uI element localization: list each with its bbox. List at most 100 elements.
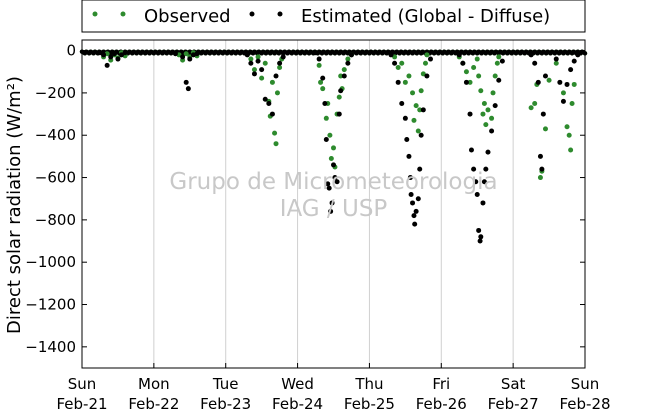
legend-box (81, 0, 586, 33)
data-point (483, 122, 489, 128)
data-point (262, 60, 268, 66)
data-point (338, 88, 344, 94)
legend-marker (277, 11, 283, 17)
data-point (388, 52, 394, 58)
data-point (483, 166, 489, 172)
data-point (395, 79, 401, 85)
data-point (336, 94, 342, 100)
data-point (415, 128, 421, 134)
data-point (532, 100, 538, 106)
data-point (341, 67, 347, 73)
x-tick-date: Feb-24 (272, 395, 323, 409)
data-point (336, 111, 342, 117)
data-point (334, 179, 340, 185)
data-point (320, 75, 326, 81)
data-point (480, 200, 486, 206)
data-point (467, 79, 473, 85)
data-point (418, 132, 424, 138)
data-point (468, 147, 474, 153)
data-point (481, 100, 487, 106)
data-point (255, 58, 261, 64)
legend-marker (120, 11, 126, 17)
data-point (266, 100, 272, 106)
y-tick-label: −800 (35, 211, 76, 229)
x-tick-weekday: Sun (68, 375, 97, 393)
legend-label-observed: Observed (144, 6, 231, 27)
data-point (316, 62, 322, 68)
data-point (413, 208, 419, 214)
data-point (183, 79, 189, 85)
data-point (248, 56, 254, 62)
data-point (456, 52, 462, 58)
data-point (499, 58, 505, 64)
data-point (402, 79, 408, 85)
data-point (471, 65, 477, 71)
data-point (345, 60, 351, 66)
data-point (424, 73, 430, 79)
x-tick-date: Feb-25 (344, 395, 395, 409)
data-point (277, 65, 283, 71)
data-point (569, 100, 575, 106)
data-point (571, 58, 577, 64)
data-point (477, 238, 483, 244)
x-tick-weekday: Tue (212, 375, 239, 393)
data-point (194, 51, 200, 57)
data-point (560, 98, 566, 104)
data-point (111, 51, 117, 57)
data-point (463, 69, 469, 75)
data-point (490, 90, 496, 96)
data-point (542, 126, 548, 132)
data-point (413, 103, 419, 109)
data-point (187, 56, 193, 62)
data-point (568, 67, 574, 73)
data-point (474, 191, 480, 197)
x-tick-weekday: Fri (432, 375, 450, 393)
x-tick-date: Feb-27 (488, 395, 539, 409)
data-point (553, 60, 559, 66)
data-point (564, 81, 570, 87)
data-point (553, 56, 559, 62)
y-tick-label: 0 (66, 42, 76, 60)
data-point (331, 145, 336, 151)
data-point (101, 52, 107, 58)
data-point (259, 67, 265, 73)
y-tick-label: −400 (35, 126, 76, 144)
data-point (410, 200, 416, 206)
data-point (492, 103, 498, 109)
data-point (489, 115, 495, 121)
data-point (185, 86, 191, 92)
y-tick-label: −200 (35, 84, 76, 102)
legend-label-estimated: Estimated (Global - Diffuse) (301, 6, 550, 27)
data-point (244, 52, 250, 58)
data-point (251, 71, 257, 77)
data-point (478, 234, 484, 240)
data-point (528, 52, 534, 58)
data-point (406, 73, 412, 79)
data-point (345, 56, 351, 62)
x-tick-weekday: Thu (354, 375, 383, 393)
x-axis: Sun Feb-21 Mon Feb-22 Tue Feb-23 Wed Feb-24 Thu F… (56, 363, 611, 409)
x-tick-weekday: Mon (138, 375, 170, 393)
data-point (535, 79, 541, 85)
data-point (418, 88, 424, 94)
data-point (318, 79, 324, 85)
legend-marker (249, 11, 255, 17)
data-point (329, 200, 335, 206)
data-point (542, 73, 548, 79)
data-point (395, 65, 401, 71)
x-tick-date: Feb-26 (416, 395, 467, 409)
data-point (571, 81, 577, 87)
data-point (411, 117, 417, 123)
data-point (540, 111, 546, 117)
data-point (411, 213, 417, 219)
x-tick-date: Feb-21 (56, 395, 107, 409)
data-point (473, 179, 479, 185)
y-axis-label: Direct solar radiation (W/m²) (4, 76, 25, 334)
data-point (262, 96, 268, 102)
data-point (496, 54, 502, 60)
data-point (557, 79, 563, 85)
data-point (539, 166, 545, 172)
data-point (566, 132, 572, 138)
data-point (341, 73, 347, 79)
data-point (408, 191, 414, 197)
